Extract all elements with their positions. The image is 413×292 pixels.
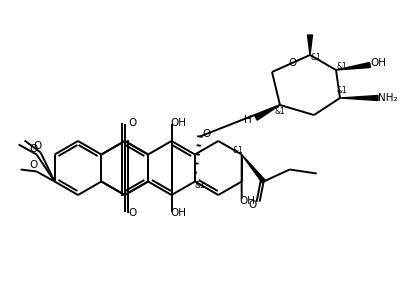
Text: OH: OH xyxy=(369,58,385,68)
Text: &1: &1 xyxy=(274,107,285,117)
Text: O: O xyxy=(29,161,38,171)
Text: OH: OH xyxy=(170,118,186,128)
Text: H: H xyxy=(244,115,251,125)
Text: O: O xyxy=(202,129,211,140)
Text: O: O xyxy=(29,145,38,154)
Text: O: O xyxy=(33,142,42,152)
Text: NH₂: NH₂ xyxy=(377,93,397,103)
Text: &1: &1 xyxy=(194,181,205,190)
Polygon shape xyxy=(335,62,370,70)
Text: O: O xyxy=(128,118,137,128)
Text: OH: OH xyxy=(239,196,255,206)
Polygon shape xyxy=(307,35,312,55)
Text: &1: &1 xyxy=(310,53,320,62)
Text: O: O xyxy=(288,58,297,69)
Text: &1: &1 xyxy=(336,86,347,95)
Polygon shape xyxy=(339,95,377,100)
Text: &1: &1 xyxy=(232,146,242,155)
Text: O: O xyxy=(128,208,137,218)
Text: &1: &1 xyxy=(336,62,347,72)
Polygon shape xyxy=(241,154,265,183)
Text: OH: OH xyxy=(170,208,186,218)
Text: O: O xyxy=(248,199,256,209)
Polygon shape xyxy=(254,105,279,120)
